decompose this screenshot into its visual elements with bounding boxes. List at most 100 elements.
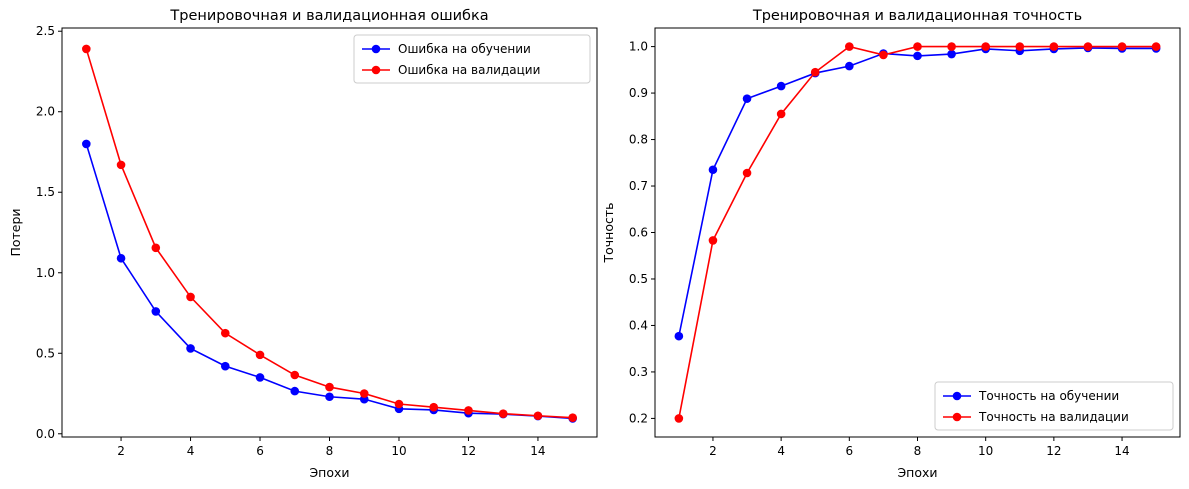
x-axis-label: Эпохи xyxy=(309,465,349,480)
axes-frame xyxy=(61,27,598,438)
data-point xyxy=(776,81,786,91)
data-point xyxy=(394,399,404,409)
x-tick-label: 6 xyxy=(845,444,853,458)
y-tick-label: 2.5 xyxy=(36,24,55,38)
legend-swatch-marker xyxy=(952,391,962,401)
x-tick-label: 12 xyxy=(1046,444,1061,458)
legend-box xyxy=(353,34,591,84)
data-point xyxy=(429,402,439,412)
data-point xyxy=(742,168,752,178)
data-point xyxy=(708,236,718,245)
data-point xyxy=(498,409,508,418)
data-point xyxy=(568,413,577,422)
data-point xyxy=(186,292,195,302)
y-tick-label: 0.2 xyxy=(629,411,648,425)
data-point xyxy=(1151,42,1161,51)
legend-box xyxy=(934,381,1174,431)
y-tick-label: 1.0 xyxy=(629,40,648,54)
data-point xyxy=(325,382,334,392)
data-point xyxy=(879,50,888,60)
data-point xyxy=(325,392,334,402)
data-point xyxy=(220,328,230,338)
legend-entry-label: Ошибка на обучении xyxy=(398,42,531,56)
data-point xyxy=(1117,42,1127,51)
chart-panel-1: Тренировочная и валидационная ошибка 2 4 6 8… xyxy=(8,8,598,480)
data-point xyxy=(464,406,473,415)
y-tick-label: 0.0 xyxy=(36,427,55,441)
series-line xyxy=(85,143,573,420)
data-point xyxy=(151,307,161,316)
data-point xyxy=(913,42,922,51)
x-axis-label: Эпохи xyxy=(897,465,937,480)
data-point xyxy=(255,373,265,382)
data-point xyxy=(533,411,543,421)
legend-swatch-marker xyxy=(371,44,381,54)
x-tick-label: 10 xyxy=(978,444,993,458)
legend-entry-label: Точность на валидации xyxy=(978,410,1129,424)
y-tick-label: 1.0 xyxy=(36,266,55,280)
y-tick-label: 0.3 xyxy=(629,365,648,379)
data-point xyxy=(776,109,786,119)
series-2 xyxy=(82,44,577,422)
data-point xyxy=(947,49,956,59)
axes-frame xyxy=(654,27,1181,438)
x-tick-label: 4 xyxy=(777,444,785,458)
data-point xyxy=(116,160,126,170)
y-axis-label: Потери xyxy=(8,208,23,256)
series-1 xyxy=(674,43,1161,341)
data-point xyxy=(82,139,91,149)
data-point xyxy=(742,94,752,103)
y-tick-label: 0.6 xyxy=(629,226,648,240)
y-tick-label: 0.8 xyxy=(629,133,648,147)
data-point xyxy=(845,61,854,71)
data-point xyxy=(116,253,126,263)
y-tick-label: 0.5 xyxy=(629,272,648,286)
data-point xyxy=(1015,42,1025,51)
data-point xyxy=(1049,42,1059,51)
data-point xyxy=(845,42,854,51)
data-point xyxy=(151,243,161,253)
series-line xyxy=(85,48,573,419)
data-point xyxy=(810,67,820,77)
x-tick-label: 8 xyxy=(326,444,334,458)
data-point xyxy=(674,331,684,341)
series-1 xyxy=(82,139,577,423)
x-tick-label: 8 xyxy=(914,444,922,458)
series-2 xyxy=(674,42,1161,423)
chart-panel-2: Тренировочная и валидационная точность 2 4… xyxy=(601,8,1181,480)
data-point xyxy=(708,165,718,175)
series-line xyxy=(678,47,1157,337)
data-point xyxy=(947,42,956,51)
data-point xyxy=(255,350,265,360)
legend: Ошибка на обучении Ошибка на валидации xyxy=(353,34,591,84)
data-point xyxy=(290,370,300,380)
y-axis-label: Точность xyxy=(601,202,616,263)
x-tick-label: 2 xyxy=(709,444,717,458)
x-tick-label: 12 xyxy=(461,444,476,458)
chart-title: Тренировочная и валидационная точность xyxy=(752,8,1082,24)
data-point xyxy=(82,44,91,54)
y-tick-label: 2.0 xyxy=(36,105,55,119)
data-point xyxy=(220,361,230,371)
x-tick-label: 14 xyxy=(1114,444,1129,458)
legend-entry-label: Ошибка на валидации xyxy=(398,63,540,77)
data-point xyxy=(981,42,990,51)
data-point xyxy=(359,389,369,398)
data-point xyxy=(290,386,300,396)
legend-entry-label: Точность на обучении xyxy=(978,389,1119,403)
data-point xyxy=(186,344,195,353)
data-point xyxy=(674,414,684,423)
legend: Точность на обучении Точность на валидаци… xyxy=(934,381,1174,431)
legend-swatch-marker xyxy=(371,65,381,75)
x-tick-label: 10 xyxy=(391,444,406,458)
data-point xyxy=(913,51,922,61)
y-tick-label: 0.7 xyxy=(629,179,648,193)
y-tick-label: 0.9 xyxy=(629,86,648,100)
x-tick-label: 6 xyxy=(256,444,264,458)
chart-title: Тренировочная и валидационная ошибка xyxy=(169,8,488,24)
data-point xyxy=(1083,42,1093,51)
y-tick-label: 0.4 xyxy=(629,318,648,332)
x-tick-label: 4 xyxy=(187,444,195,458)
y-tick-label: 1.5 xyxy=(36,185,55,199)
